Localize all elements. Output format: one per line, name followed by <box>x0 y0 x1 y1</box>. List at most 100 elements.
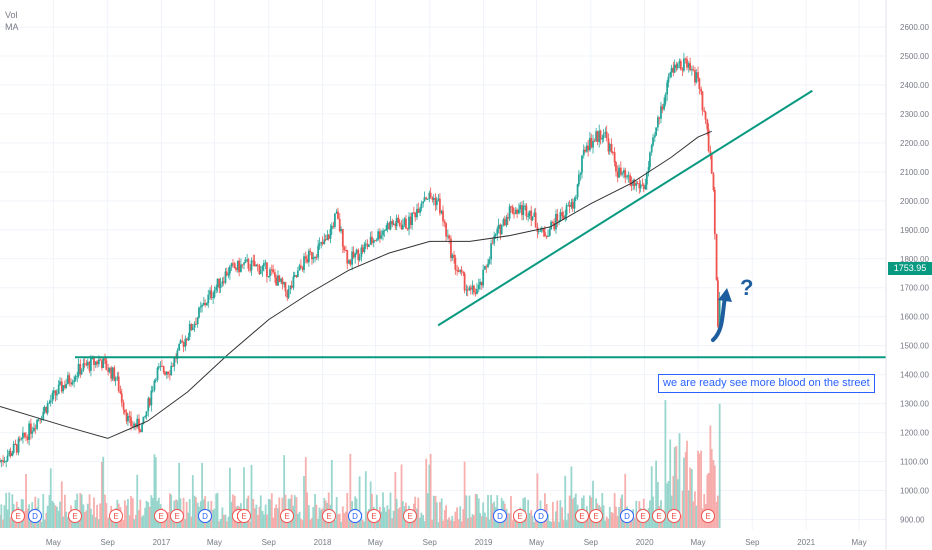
candle-body <box>62 385 64 392</box>
volume-bar <box>46 505 49 528</box>
candle-body <box>86 361 89 366</box>
candle-body <box>445 223 447 237</box>
volume-bar <box>395 498 398 528</box>
volume-bar <box>266 514 268 528</box>
candle-body <box>392 223 395 225</box>
volume-bar <box>86 503 89 528</box>
candle-body <box>49 400 52 403</box>
candle-body <box>397 217 400 223</box>
candle-body <box>521 205 523 215</box>
time-axis[interactable]: May Sep 2017 May Sep 2018 May Sep 2019 May Sep 2020… <box>46 538 867 547</box>
candle-body <box>133 423 136 427</box>
volume-bar <box>445 505 447 528</box>
earnings-marker <box>701 509 715 523</box>
volume-bar <box>571 498 574 528</box>
candle-body <box>589 137 591 151</box>
earnings-marker-label: D <box>352 512 358 521</box>
candle-body <box>385 229 387 231</box>
volume-bar <box>275 504 278 528</box>
candle-body <box>107 369 110 372</box>
candle-body <box>440 210 443 214</box>
candle-body <box>372 240 375 244</box>
earnings-marker-label: E <box>326 512 331 521</box>
earnings-marker-label: E <box>517 512 522 521</box>
annotation-callout[interactable]: we are ready see more blood on the stree… <box>658 374 875 393</box>
volume-bar <box>270 493 273 528</box>
earnings-marker-label: D <box>497 512 503 521</box>
candle-body <box>67 375 69 384</box>
candle-body <box>210 290 213 299</box>
candle-body <box>119 391 122 394</box>
volume-bar <box>629 521 631 528</box>
candle-body <box>125 412 128 422</box>
candle-body <box>629 175 631 183</box>
volume-bar <box>676 479 679 528</box>
candle-body <box>0 461 1 463</box>
candle-body <box>128 415 131 418</box>
candle-body <box>716 280 719 327</box>
earnings-marker <box>11 509 25 523</box>
earnings-marker <box>28 509 42 523</box>
candle-body <box>414 212 417 218</box>
candle-body <box>317 245 320 258</box>
candle-body <box>354 253 357 258</box>
volume-bar <box>62 516 64 528</box>
candle-body <box>548 229 551 236</box>
candle-body <box>303 256 305 270</box>
volume-bar <box>568 495 571 528</box>
candle-body <box>664 94 667 104</box>
candle-body <box>252 260 255 262</box>
candle-body <box>15 444 18 453</box>
candle-body <box>88 361 91 371</box>
earnings-marker <box>109 509 123 523</box>
volume-bar <box>357 521 360 528</box>
candle-body <box>286 291 289 298</box>
volume-bar <box>187 512 190 528</box>
candle-body <box>355 249 358 254</box>
candle-body <box>289 285 292 290</box>
candle-body <box>673 64 676 73</box>
volume-bar <box>551 501 554 528</box>
volume-bar <box>304 457 307 528</box>
candle-body <box>315 257 318 259</box>
candle-body <box>647 167 650 173</box>
earnings-marker <box>403 509 417 523</box>
y-tick-label: 2300.00 <box>900 110 929 119</box>
volume-bar <box>584 520 586 528</box>
x-tick-label: Sep <box>584 538 599 547</box>
volume-bar <box>230 501 233 528</box>
candle-body <box>574 197 577 199</box>
candle-body <box>701 91 704 111</box>
candle-body <box>398 222 401 226</box>
y-tick-label: 2600.00 <box>900 23 929 32</box>
volume-bar <box>82 504 85 528</box>
earnings-marker <box>513 509 527 523</box>
volume-bar <box>490 494 492 528</box>
candle-body <box>707 129 710 152</box>
y-tick-label: 1900.00 <box>900 226 929 235</box>
candle-body <box>326 234 329 240</box>
rising-trendline[interactable] <box>437 89 813 327</box>
candle-body <box>667 76 670 83</box>
candle-body <box>689 63 691 71</box>
volume-bar <box>435 502 438 528</box>
price-candles <box>0 52 721 468</box>
volume-bar <box>188 499 191 528</box>
earnings-marker <box>322 509 336 523</box>
candle-body <box>545 236 548 238</box>
candle-body <box>349 260 352 265</box>
candle-body <box>97 359 100 365</box>
candle-body <box>147 398 150 412</box>
volume-bar <box>419 517 421 528</box>
ma-legend-label[interactable]: MA <box>5 22 19 32</box>
candle-body <box>230 263 233 267</box>
question-mark-text: ? <box>740 275 754 300</box>
candle-body <box>437 198 440 201</box>
candle-body <box>218 278 221 289</box>
volume-legend-label[interactable]: Vol <box>5 10 18 20</box>
candle-body <box>236 260 239 271</box>
price-axis[interactable]: 2600.00 2500.00 2400.00 2300.00 2200.00 2100.… <box>900 23 929 524</box>
candle-body <box>191 327 194 331</box>
candle-body <box>330 225 333 230</box>
